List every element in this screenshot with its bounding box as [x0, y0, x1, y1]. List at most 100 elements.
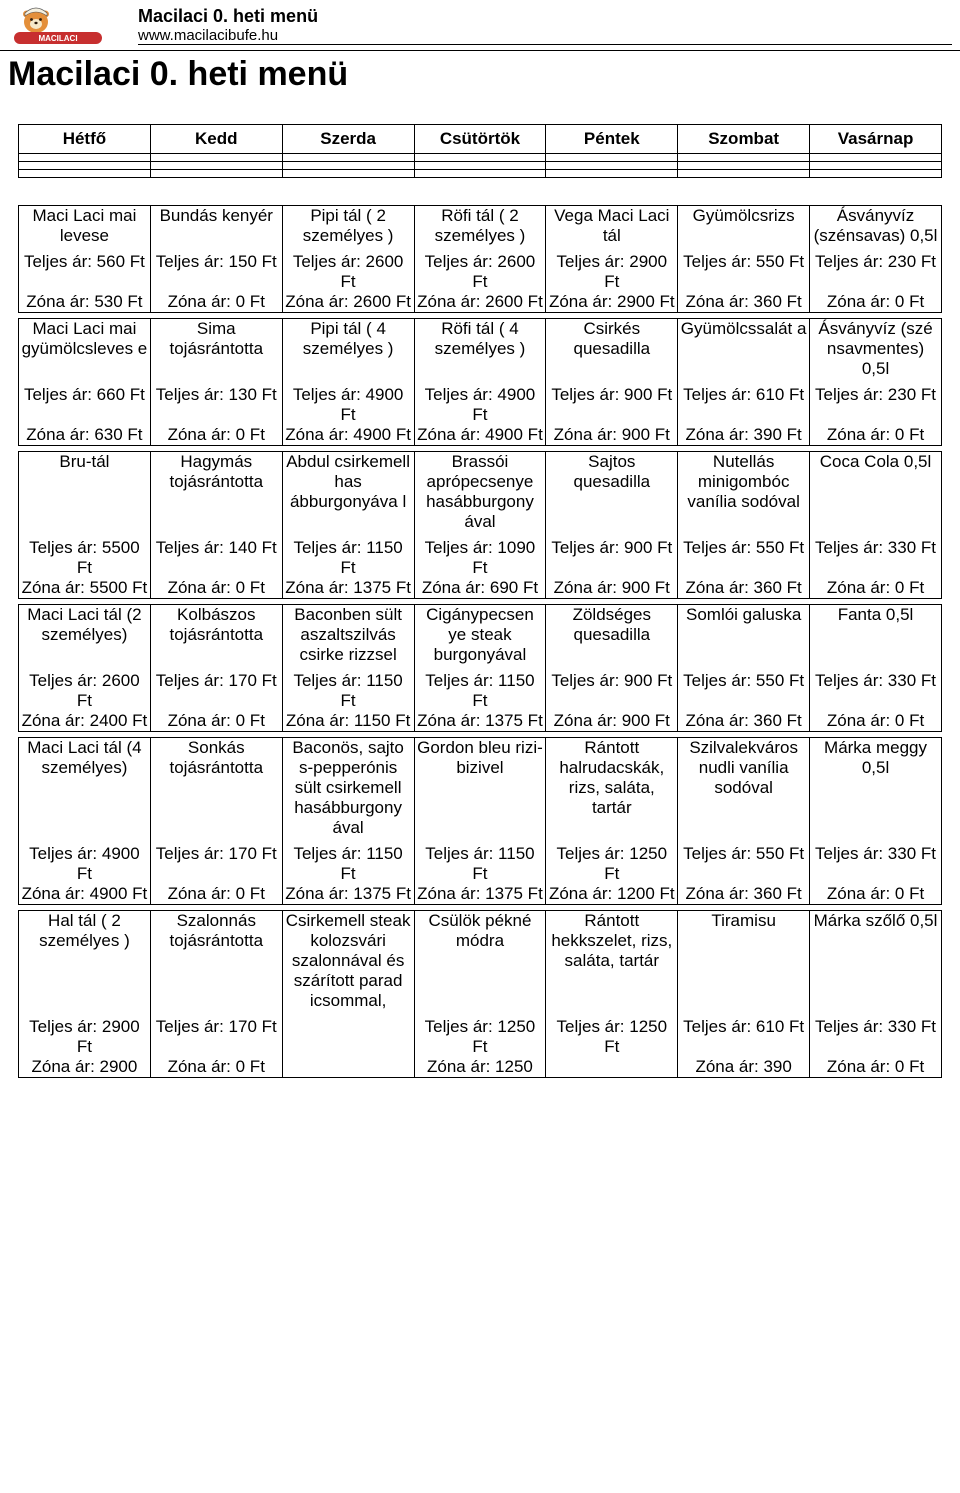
logo-icon: MACILACI — [8, 4, 108, 46]
menu-item-zone-price: Zóna ár: 1200 Ft — [546, 884, 678, 905]
menu-item-name: Baconben sült aszaltszilvás csirke rizzs… — [282, 605, 414, 672]
menu-item-zone-price: Zóna ár: 630 Ft — [19, 425, 151, 446]
menu-item-full-price: Teljes ár: 1090 Ft — [414, 538, 546, 578]
day-header: Kedd — [150, 125, 282, 154]
menu-item-zone-price: Zóna ár: 360 Ft — [678, 711, 810, 732]
menu-item-zone-price: Zóna ár: 1150 Ft — [282, 711, 414, 732]
menu-item-name: Csirkemell steak kolozsvári szalonnával … — [282, 911, 414, 1018]
menu-item-full-price: Teljes ár: 1250 Ft — [546, 1017, 678, 1057]
menu-item-name: Gordon bleu rizi-bizivel — [414, 738, 546, 845]
menu-row-zone-price: Zóna ár: 4900 FtZóna ár: 0 FtZóna ár: 13… — [19, 884, 942, 905]
menu-item-full-price: Teljes ár: 4900 Ft — [282, 385, 414, 425]
menu-item-full-price: Teljes ár: 330 Ft — [810, 844, 942, 884]
menu-row-full-price: Teljes ár: 660 FtTeljes ár: 130 FtTeljes… — [19, 385, 942, 425]
menu-item-full-price: Teljes ár: 610 Ft — [678, 1017, 810, 1057]
menu-row-names: Maci Laci tál (4 személyes)Sonkás tojásr… — [19, 738, 942, 845]
menu-item-zone-price: Zóna ár: 1250 — [414, 1057, 546, 1078]
page-header: MACILACI Macilaci 0. heti menü www.macil… — [0, 0, 960, 51]
menu-item-zone-price: Zóna ár: 4900 Ft — [282, 425, 414, 446]
menu-item-full-price: Teljes ár: 2900 Ft — [19, 1017, 151, 1057]
menu-item-full-price: Teljes ár: 1150 Ft — [414, 844, 546, 884]
menu-item-zone-price: Zóna ár: 0 Ft — [810, 578, 942, 599]
menu-item-name: Maci Laci mai gyümölcsleves e — [19, 319, 151, 386]
menu-item-zone-price: Zóna ár: 0 Ft — [150, 425, 282, 446]
day-header: Szombat — [678, 125, 810, 154]
menu-item-zone-price: Zóna ár: 2600 Ft — [414, 292, 546, 313]
menu-item-zone-price: Zóna ár: 2600 Ft — [282, 292, 414, 313]
menu-item-zone-price: Zóna ár: 0 Ft — [810, 711, 942, 732]
menu-row-zone-price: Zóna ár: 2900 Zóna ár: 0 Ft Zóna ár: 1250 Z… — [19, 1057, 942, 1078]
menu-row-names: Maci Laci tál (2 személyes)Kolbászos toj… — [19, 605, 942, 672]
menu-item-name: Márka szőlő 0,5l — [810, 911, 942, 1018]
menu-item-name: Brassói aprópecsenye hasábburgony ával — [414, 452, 546, 539]
menu-item-name: Röfi tál ( 4 személyes ) — [414, 319, 546, 386]
menu-item-full-price: Teljes ár: 330 Ft — [810, 538, 942, 578]
menu-item-name: Baconös, sajto s-pepperónis sült csirkem… — [282, 738, 414, 845]
menu-item-zone-price: Zóna ár: 2900 — [19, 1057, 151, 1078]
menu-row-names: Bru-tálHagymás tojásrántottaAbdul csirke… — [19, 452, 942, 539]
menu-item-zone-price: Zóna ár: 2400 Ft — [19, 711, 151, 732]
menu-item-name: Hal tál ( 2 személyes ) — [19, 911, 151, 1018]
menu-item-zone-price: Zóna ár: 900 Ft — [546, 711, 678, 732]
menu-item-zone-price: Zóna ár: 390 — [678, 1057, 810, 1078]
menu-item-full-price: Teljes ár: 5500 Ft — [19, 538, 151, 578]
menu-item-name: Somlói galuska — [678, 605, 810, 672]
menu-item-name: Fanta 0,5l — [810, 605, 942, 672]
menu-item-zone-price: Zóna ár: 1375 Ft — [414, 884, 546, 905]
menu-item-name: Maci Laci tál (2 személyes) — [19, 605, 151, 672]
menu-item-zone-price: Zóna ár: 900 Ft — [546, 578, 678, 599]
menu-item-full-price: Teljes ár: 230 Ft — [810, 252, 942, 292]
menu-item-full-price: Teljes ár: 4900 Ft — [19, 844, 151, 884]
menu-item-name: Tiramisu — [678, 911, 810, 1018]
menu-item-zone-price: Zóna ár: 0 Ft — [810, 1057, 942, 1078]
menu-item-full-price: Teljes ár: 1250 Ft — [546, 844, 678, 884]
menu-item-zone-price: Zóna ár: 390 Ft — [678, 425, 810, 446]
menu-item-full-price: Teljes ár: 330 Ft — [810, 1017, 942, 1057]
menu-item-full-price — [282, 1017, 414, 1057]
menu-item-zone-price: Zóna ár: 1375 Ft — [282, 884, 414, 905]
day-header: Péntek — [546, 125, 678, 154]
logo: MACILACI — [8, 4, 108, 46]
menu-item-full-price: Teljes ár: 1150 Ft — [414, 671, 546, 711]
menu-row-zone-price: Zóna ár: 5500 FtZóna ár: 0 FtZóna ár: 13… — [19, 578, 942, 599]
menu-item-full-price: Teljes ár: 170 Ft — [150, 1017, 282, 1057]
menu-item-full-price: Teljes ár: 610 Ft — [678, 385, 810, 425]
menu-item-name: Abdul csirkemell has ábburgonyáva l — [282, 452, 414, 539]
menu-row-full-price: Teljes ár: 2900 FtTeljes ár: 170 Ft Telje… — [19, 1017, 942, 1057]
menu-item-full-price: Teljes ár: 2600 Ft — [19, 671, 151, 711]
menu-item-zone-price — [546, 1057, 678, 1078]
menu-item-name: Maci Laci mai levese — [19, 206, 151, 253]
page-title: Macilaci 0. heti menü — [0, 51, 960, 124]
menu-item-zone-price: Zóna ár: 4900 Ft — [414, 425, 546, 446]
menu-table: Hétfő Kedd Szerda Csütörtök Péntek Szomb… — [18, 124, 942, 1078]
menu-item-name: Bru-tál — [19, 452, 151, 539]
menu-item-full-price: Teljes ár: 1150 Ft — [282, 538, 414, 578]
menu-item-full-price: Teljes ár: 1150 Ft — [282, 844, 414, 884]
menu-item-name: Coca Cola 0,5l — [810, 452, 942, 539]
menu-item-full-price: Teljes ár: 170 Ft — [150, 671, 282, 711]
menu-item-zone-price: Zóna ár: 0 Ft — [150, 578, 282, 599]
menu-item-name: Nutellás minigombóc vanília sodóval — [678, 452, 810, 539]
menu-item-name: Sajtos quesadilla — [546, 452, 678, 539]
menu-item-name: Sonkás tojásrántotta — [150, 738, 282, 845]
day-header: Vasárnap — [810, 125, 942, 154]
day-header: Hétfő — [19, 125, 151, 154]
menu-item-name: Gyümölcssalát a — [678, 319, 810, 386]
menu-row-full-price: Teljes ár: 2600 FtTeljes ár: 170 Ft Telje… — [19, 671, 942, 711]
menu-item-zone-price: Zóna ár: 900 Ft — [546, 425, 678, 446]
menu-item-zone-price: Zóna ár: 1375 Ft — [414, 711, 546, 732]
menu-item-zone-price: Zóna ár: 2900 Ft — [546, 292, 678, 313]
menu-item-name: Bundás kenyér — [150, 206, 282, 253]
day-header: Csütörtök — [414, 125, 546, 154]
menu-item-full-price: Teljes ár: 2900 Ft — [546, 252, 678, 292]
day-header: Szerda — [282, 125, 414, 154]
header-title: Macilaci 0. heti menü — [138, 6, 952, 27]
menu-item-zone-price — [282, 1057, 414, 1078]
menu-item-zone-price: Zóna ár: 0 Ft — [150, 292, 282, 313]
menu-item-name: Sima tojásrántotta — [150, 319, 282, 386]
menu-row-full-price: Teljes ár: 5500 FtTeljes ár: 140 FtTelje… — [19, 538, 942, 578]
menu-item-full-price: Teljes ár: 130 Ft — [150, 385, 282, 425]
menu-item-zone-price: Zóna ár: 0 Ft — [810, 425, 942, 446]
menu-item-full-price: Teljes ár: 4900 Ft — [414, 385, 546, 425]
menu-item-full-price: Teljes ár: 550 Ft — [678, 538, 810, 578]
